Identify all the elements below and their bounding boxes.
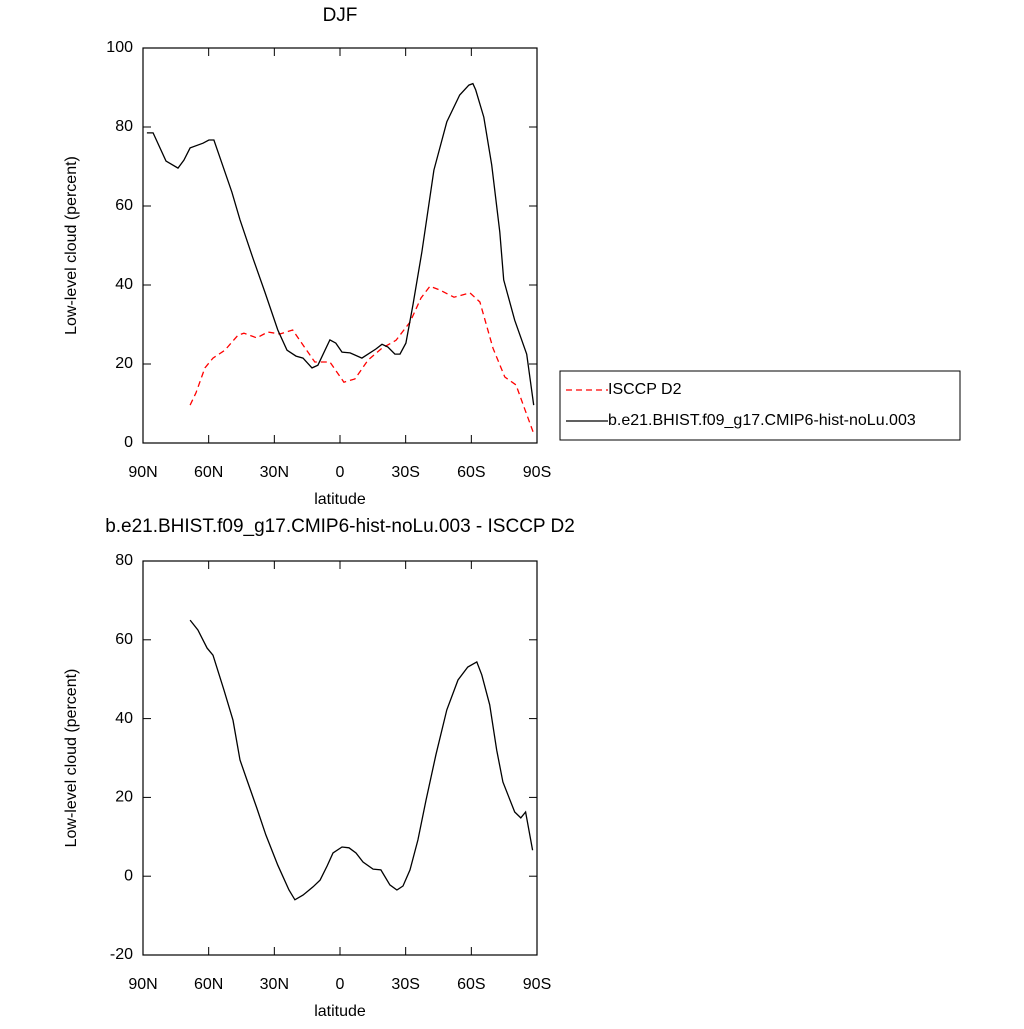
y-tick-label: 40 bbox=[115, 276, 133, 293]
plot-frame bbox=[142, 560, 538, 956]
series-line bbox=[146, 82, 535, 406]
chart-title: DJF bbox=[323, 5, 358, 26]
x-tick-label: 60S bbox=[457, 976, 485, 993]
x-tick-label: 90S bbox=[523, 976, 551, 993]
legend-box bbox=[559, 370, 961, 441]
y-tick-label: 80 bbox=[115, 552, 133, 569]
y-tick-label: -20 bbox=[110, 946, 133, 963]
y-tick-label: 80 bbox=[115, 118, 133, 135]
x-tick-label: 90N bbox=[128, 464, 157, 481]
y-tick-label: 60 bbox=[115, 631, 133, 648]
y-tick-label: 20 bbox=[115, 789, 133, 806]
legend-label: b.e21.BHIST.f09_g17.CMIP6-hist-noLu.003 bbox=[608, 412, 916, 429]
x-axis-label: latitude bbox=[314, 491, 366, 508]
x-tick-label: 60N bbox=[194, 464, 223, 481]
x-tick-label: 60S bbox=[457, 464, 485, 481]
x-tick-label: 30N bbox=[260, 464, 289, 481]
x-axis-label: latitude bbox=[314, 1003, 366, 1020]
y-tick-label: 40 bbox=[115, 710, 133, 727]
y-tick-label: 60 bbox=[115, 197, 133, 214]
x-tick-label: 60N bbox=[194, 976, 223, 993]
series-line bbox=[189, 619, 534, 901]
series-line bbox=[189, 285, 534, 433]
x-tick-label: 0 bbox=[336, 976, 345, 993]
x-tick-label: 30S bbox=[391, 464, 419, 481]
x-tick-label: 90S bbox=[523, 464, 551, 481]
x-tick-label: 30S bbox=[391, 976, 419, 993]
x-tick-label: 90N bbox=[128, 976, 157, 993]
y-axis-label: Low-level cloud (percent) bbox=[63, 156, 80, 335]
plot-frame bbox=[142, 47, 538, 444]
y-tick-label: 20 bbox=[115, 355, 133, 372]
chart-title: b.e21.BHIST.f09_g17.CMIP6-hist-noLu.003 … bbox=[105, 516, 575, 537]
legend-label: ISCCP D2 bbox=[608, 381, 682, 398]
y-tick-label: 0 bbox=[124, 434, 133, 451]
y-axis-label: Low-level cloud (percent) bbox=[63, 669, 80, 848]
y-tick-label: 0 bbox=[124, 867, 133, 884]
x-tick-label: 0 bbox=[336, 464, 345, 481]
x-tick-label: 30N bbox=[260, 976, 289, 993]
y-tick-label: 100 bbox=[106, 39, 133, 56]
